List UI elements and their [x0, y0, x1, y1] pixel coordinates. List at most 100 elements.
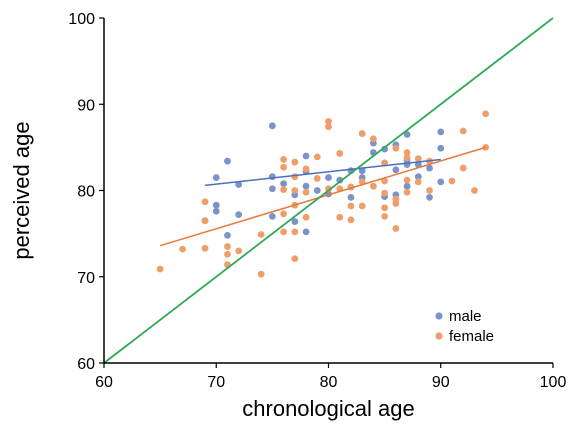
female-point: [403, 176, 411, 184]
male-point: [212, 174, 220, 181]
female-point: [336, 213, 344, 221]
x-tick-label: 90: [432, 374, 450, 391]
female-point: [392, 225, 400, 232]
female-point: [224, 243, 231, 250]
male-point: [381, 145, 389, 153]
male-point: [302, 228, 310, 236]
female-point: [302, 188, 310, 196]
female-point: [336, 150, 344, 157]
female-point: [459, 164, 467, 172]
female-legend-label: female: [449, 328, 494, 345]
female-point: [403, 149, 411, 156]
y-tick-label: 80: [77, 184, 95, 201]
female-point: [280, 228, 287, 236]
x-tick-label: 100: [540, 374, 567, 391]
female-point: [313, 153, 321, 161]
female-point: [325, 123, 332, 131]
female-point: [291, 187, 299, 194]
female-point: [224, 250, 231, 258]
plot-area: [103, 17, 554, 364]
female-trend-line: [159, 146, 486, 247]
female-point: [291, 158, 299, 166]
female-point: [370, 182, 377, 190]
female-point: [426, 187, 433, 194]
male-point: [403, 182, 411, 190]
female-point: [448, 177, 456, 185]
male-point: [403, 131, 411, 138]
female-point: [280, 186, 287, 194]
male-point: [268, 122, 276, 130]
x-tick-label: 60: [95, 374, 113, 391]
female-point: [235, 247, 243, 255]
male-point: [212, 201, 220, 209]
female-point: [358, 202, 366, 210]
male-point: [280, 180, 287, 188]
x-tick-label: 80: [320, 374, 338, 391]
female-point: [381, 177, 389, 185]
female-point: [302, 165, 310, 173]
female-point: [347, 202, 355, 210]
male-point: [302, 152, 310, 160]
male-point: [313, 187, 321, 194]
female-point: [291, 173, 299, 181]
female-point: [325, 185, 332, 193]
y-tick-label: 70: [77, 270, 95, 287]
male-point: [268, 212, 276, 220]
female-point: [482, 110, 490, 118]
female-point: [403, 188, 411, 196]
female-point: [403, 154, 411, 162]
male-point: [268, 185, 276, 193]
male-point: [437, 128, 445, 136]
female-point: [370, 135, 377, 143]
female-point: [414, 178, 422, 186]
female-point: [381, 212, 389, 220]
female-point: [392, 144, 400, 152]
female-point: [257, 270, 265, 278]
axis-ticks: 60 70 80 90 100 60 70 80 90 100: [68, 11, 566, 391]
y-tick-label: 90: [77, 97, 95, 114]
female-point: [257, 231, 265, 238]
x-tick-label: 70: [207, 374, 225, 391]
female-point: [381, 189, 389, 197]
male-point: [235, 181, 243, 188]
female-point: [392, 200, 400, 207]
male-point: [212, 207, 220, 215]
female-point: [201, 217, 209, 225]
female-point: [381, 204, 389, 212]
female-point: [291, 228, 299, 236]
male-point: [414, 173, 422, 181]
male-point: [235, 211, 243, 219]
male-point: [426, 164, 433, 172]
female-point: [280, 156, 287, 163]
male-point: [224, 157, 231, 165]
male-point: [414, 161, 422, 169]
female-point: [325, 118, 332, 125]
y-tick-label: 100: [68, 11, 95, 28]
female-point: [414, 155, 422, 162]
female-point: [313, 175, 321, 182]
female-point: [302, 213, 310, 221]
male-trend-line: [204, 158, 441, 187]
male-point: [302, 182, 310, 190]
female-point: [280, 210, 287, 218]
male-point: [426, 194, 433, 201]
identity-line: [103, 17, 554, 364]
female-point: [471, 187, 478, 194]
female-point: [358, 130, 366, 137]
female-series: [156, 110, 490, 278]
male-point: [325, 174, 332, 181]
y-axis-title: perceived age: [9, 121, 34, 259]
male-point: [392, 166, 400, 174]
female-point: [280, 163, 287, 171]
y-tick-label: 60: [77, 356, 95, 373]
female-point: [201, 198, 209, 206]
male-point: [336, 176, 344, 184]
male-point: [291, 218, 299, 225]
male-point: [437, 178, 445, 186]
male-point: [224, 231, 231, 239]
female-point: [459, 127, 467, 135]
male-point: [268, 173, 276, 181]
female-point: [381, 159, 389, 167]
male-legend-marker: [435, 312, 443, 320]
